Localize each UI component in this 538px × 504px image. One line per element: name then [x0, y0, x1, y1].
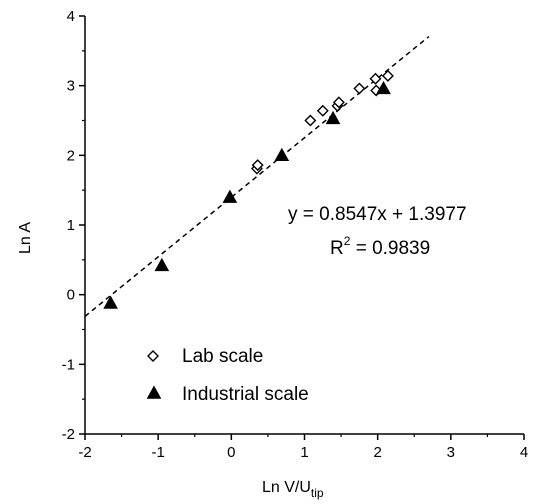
x-tick-label: 3: [447, 444, 455, 461]
industrial-scale-point: [154, 257, 170, 272]
lab-scale-point: [316, 104, 329, 117]
industrial-scale-point: [274, 147, 290, 162]
y-tick-label: 0: [67, 287, 75, 304]
equation-annotation: y = 0.8547x + 1.3977: [288, 204, 467, 225]
r-squared-r: R: [330, 238, 344, 259]
industrial-scale-point: [325, 110, 341, 125]
y-tick-label: 3: [67, 78, 75, 95]
legend-marker-lab-scale: [147, 350, 159, 362]
lab-scale-point: [353, 82, 366, 95]
legend-label-lab-scale: Lab scale: [182, 346, 263, 367]
axes: [84, 16, 524, 435]
trendline: [84, 35, 430, 317]
y-tick-label: -2: [62, 426, 75, 443]
trendline-group: [84, 35, 430, 317]
r-squared-value: = 0.9839: [350, 238, 430, 259]
lab-scale-point: [304, 114, 317, 127]
legend-marker-industrial-scale: [146, 385, 162, 399]
lab-scale-point: [381, 69, 394, 82]
x-tick-label: 2: [373, 444, 381, 461]
industrial-scale-point: [376, 80, 391, 95]
r-squared-exponent: 2: [344, 234, 351, 248]
y-tick-label: 2: [67, 147, 75, 164]
lab-scale-point: [251, 159, 264, 172]
x-axis-title: Ln V/Utip: [262, 479, 324, 500]
lab-scale-point: [369, 72, 382, 85]
y-axis-title: Ln A: [17, 222, 34, 254]
legend: Lab scale Industrial scale: [146, 346, 309, 405]
x-tick-label: 1: [300, 444, 308, 461]
x-tick-label: 0: [227, 444, 235, 461]
legend-label-industrial-scale: Industrial scale: [182, 384, 309, 405]
x-tick-label: 4: [520, 444, 528, 461]
x-axis-title-sub: tip: [311, 486, 324, 500]
lab-scale-point: [332, 96, 345, 109]
y-tick-label: 1: [67, 217, 75, 234]
x-tick-label: -2: [78, 444, 91, 461]
industrial-scale-point: [222, 189, 238, 203]
y-tick-label: 4: [67, 8, 75, 25]
ticks: -2 -1 0 1 2 3 4 -2 -1 0 1 2 3 4: [62, 8, 529, 461]
data-points: [103, 69, 394, 309]
y-tick-label: -1: [62, 356, 75, 373]
r-squared-annotation: R2 = 0.9839: [330, 234, 430, 259]
industrial-scale-point: [103, 295, 118, 309]
x-axis-title-main: Ln V/U: [262, 479, 311, 496]
x-tick-label: -1: [151, 444, 164, 461]
